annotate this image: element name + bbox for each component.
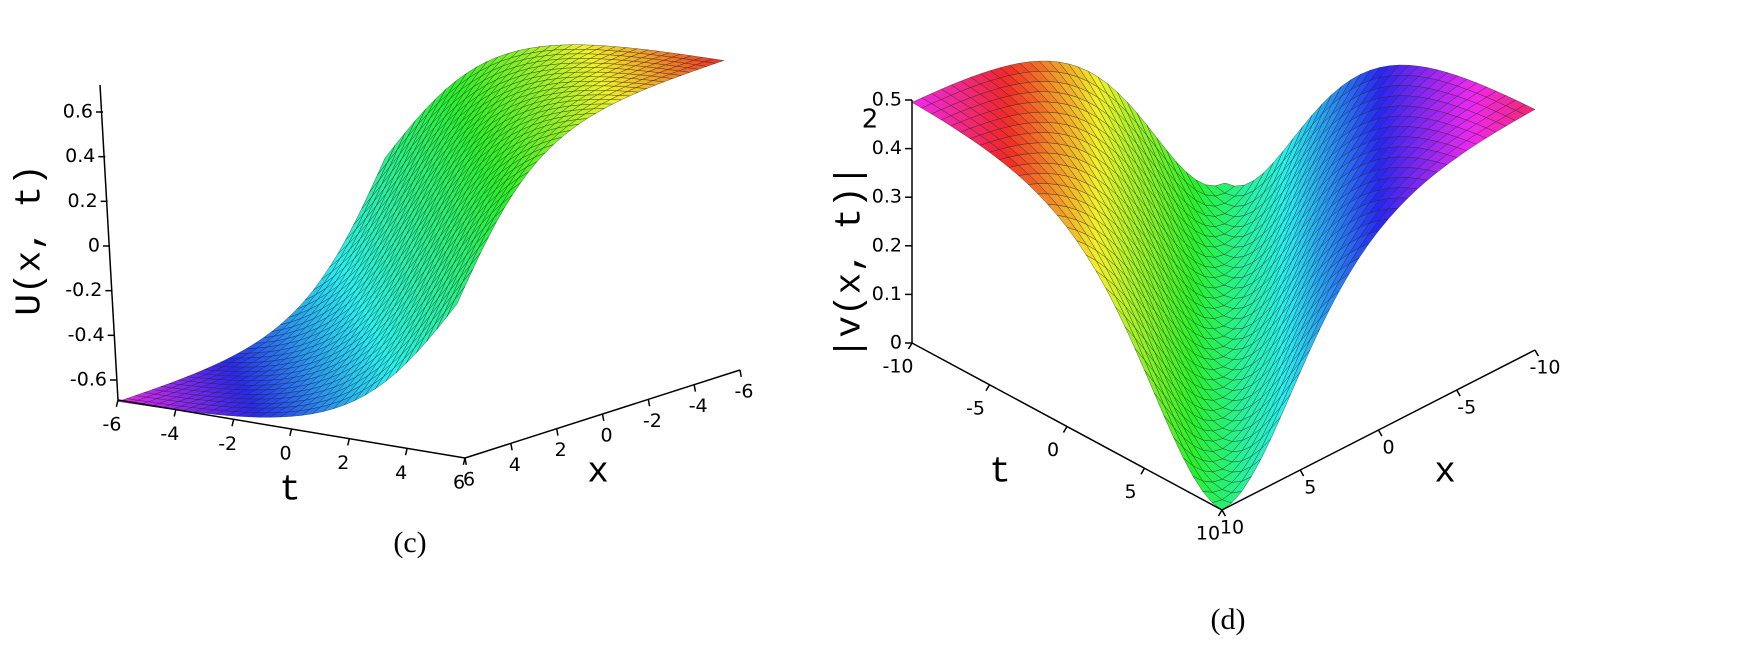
x-tick-label: -6 [735,381,754,403]
x-tick-label: 4 [509,454,521,476]
t-tick-mark [404,448,408,456]
x-tick-label: 0 [1382,437,1394,459]
z-tick-label: -0.6 [70,369,107,391]
x-tick-mark [1377,429,1383,437]
z-tick-label: 0.3 [872,186,902,208]
t-tick-mark [346,438,351,446]
x-axis-label: x [1434,452,1456,493]
z-tick-label: 0.2 [872,234,902,256]
t-tick-mark [289,428,293,436]
t-tick-label: 2 [337,452,349,474]
t-tick-label: -4 [160,423,179,445]
z-tick-label: 0 [890,332,902,354]
t-axis-label: t [989,452,1011,493]
x-tick-label: 5 [1304,477,1316,499]
x-tick-label: 10 [1220,517,1244,539]
t-tick-label: -6 [103,414,122,436]
t-tick-mark [907,342,913,350]
t-tick-mark [1217,509,1223,517]
t-tick-label: 0 [1047,439,1059,461]
x-tick-label: 0 [600,425,612,447]
t-tick-label: -10 [882,356,913,378]
z-axis-label: |v(x, t)| [830,165,871,359]
t-tick-mark [1140,467,1146,475]
t-tick-label: -5 [966,397,985,419]
z-tick-label: 0.4 [65,145,95,167]
z-axis-label-exponent: 2 [862,105,879,135]
z-tick-label: 0.6 [63,101,93,123]
t-tick-label: -2 [218,433,237,455]
x-tick-label: -10 [1529,357,1560,379]
t-tick-mark [115,399,119,407]
surface-c [118,44,724,418]
x-tick-mark [510,443,513,451]
z-tick-label: 0.4 [872,137,902,159]
z-tick-label: -0.2 [65,279,102,301]
x-axis-label: x [587,452,609,493]
t-tick-label: 4 [395,462,407,484]
t-tick-mark [1062,426,1068,433]
caption: (d) [1211,603,1246,636]
z-tick-label: 0.1 [872,283,902,305]
surface-patch [446,286,466,317]
x-tick-mark [693,384,697,392]
t-tick-label: 5 [1124,481,1136,503]
t-tick-mark [985,384,991,392]
x-tick-mark [1221,509,1227,517]
z-tick-label: -0.4 [68,324,105,346]
t-tick-mark [173,409,177,417]
x-tick-mark [555,428,559,436]
t-tick-label: 6 [453,472,465,494]
x-tick-mark [647,399,651,407]
x-tick-mark [464,457,467,466]
x-tick-label: -5 [1457,397,1476,419]
x-tick-mark [601,413,605,422]
x-tick-label: -2 [643,410,662,432]
x-tick-label: 2 [555,439,567,461]
z-axis-line [99,84,119,401]
x-tick-mark [1299,469,1305,477]
x-tick-mark [1456,389,1461,397]
caption: (c) [393,526,426,559]
z-tick-label: 0.2 [67,190,97,212]
x-tick-label: 6 [463,469,475,491]
z-tick-label: 0.5 [872,89,902,111]
x-tick-mark [1534,349,1540,357]
z-axis-label: U(x, t) [10,164,51,315]
x-tick-label: -4 [689,395,708,417]
t-tick-mark [231,419,235,427]
t-tick-label: 0 [279,443,291,465]
x-tick-mark [739,369,742,378]
t-axis-label: t [279,470,301,511]
surface-d [911,60,1536,511]
t-tick-label: 10 [1196,523,1220,545]
z-tick-label: 0 [88,235,100,257]
